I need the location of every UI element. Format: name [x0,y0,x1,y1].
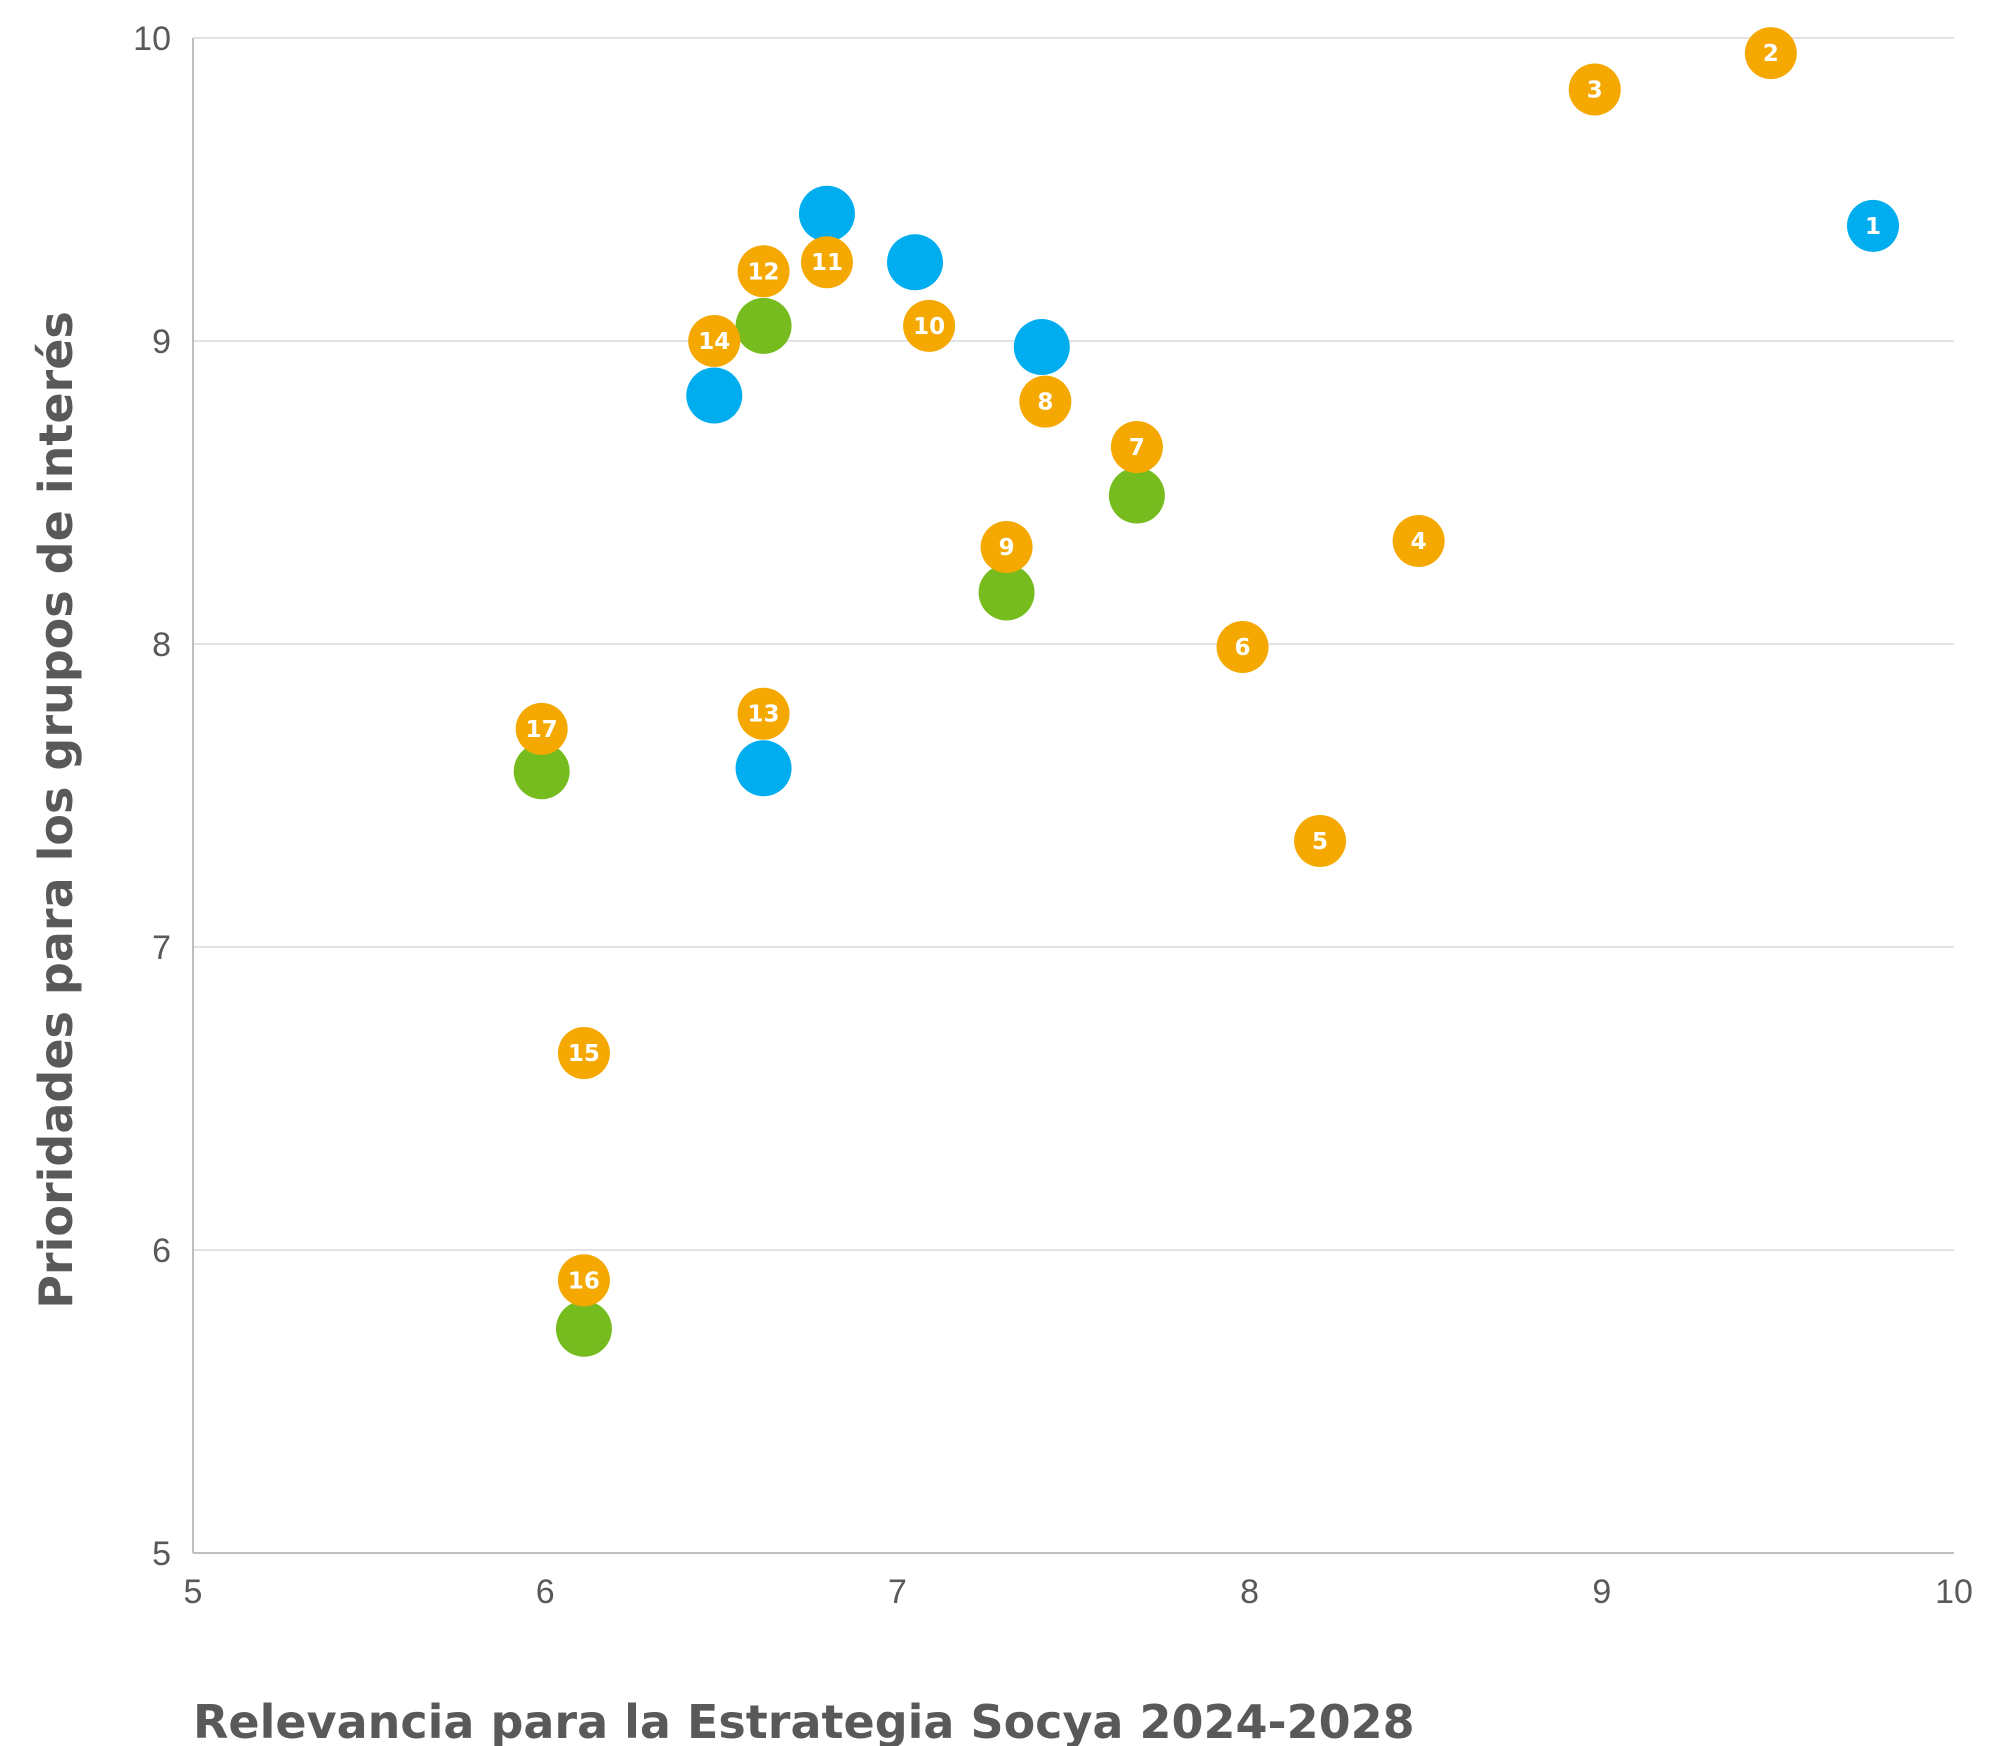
data-point-green-2 [978,564,1035,621]
data-point-label: 5 [1312,829,1328,855]
data-point-label: 10 [913,314,945,340]
y-tick-label: 6 [152,1232,171,1270]
x-tick-labels: 5 6 7 8 9 10 [184,1573,1973,1611]
data-point-orange-12 [737,245,790,298]
data-point-label: 15 [568,1041,600,1067]
y-axis-title: Prioridades para los grupos de interés [29,311,83,1309]
data-point-orange-9 [980,521,1033,574]
data-point-blue-1 [798,185,855,242]
data-point-label: 9 [999,535,1015,561]
x-tick-label: 10 [1935,1573,1973,1611]
data-point-orange-15 [557,1027,610,1080]
data-point-label: 13 [748,702,780,728]
data-point-label: 3 [1587,78,1603,104]
x-tick-label: 8 [1240,1573,1259,1611]
data-point-blue-2 [887,234,944,291]
data-point-orange-17 [515,702,568,755]
data-point-blue-5 [735,740,792,797]
data-point-label: 1 [1865,214,1881,240]
data-point-green-4 [555,1300,612,1357]
data-point-orange-5 [1294,814,1347,867]
data-point-label: 11 [811,250,843,276]
data-point-label: 2 [1763,41,1779,67]
data-point-orange-13 [737,687,790,740]
x-tick-label: 7 [888,1573,907,1611]
y-tick-label: 5 [152,1535,171,1573]
axes [192,38,1954,1554]
data-point-orange-3 [1568,63,1621,116]
x-tick-label: 9 [1592,1573,1611,1611]
y-tick-label: 10 [133,20,171,58]
data-point-label: 12 [748,259,780,285]
data-point-orange-8 [1019,375,1072,428]
data-point-label: 7 [1129,435,1145,461]
data-point-green-3 [513,743,570,800]
data-point-label: 14 [698,329,730,355]
data-point-orange-7 [1110,421,1163,474]
y-tick-label: 9 [152,323,171,361]
data-point-label: 6 [1235,635,1251,661]
data-point-orange-6 [1216,621,1269,674]
x-axis-title: Relevancia para la Estrategia Socya 2024… [193,1695,1415,1746]
x-tick-label: 5 [184,1573,203,1611]
data-point-orange-11 [800,236,853,289]
data-point-label: 4 [1411,529,1427,555]
x-tick-label: 6 [536,1573,555,1611]
data-point-orange-10 [903,299,956,352]
data-point-orange-2 [1744,27,1797,80]
data-point-orange-16 [557,1254,610,1307]
data-point-orange-4 [1392,514,1445,567]
data-point-green-0 [735,297,792,354]
data-point-blue-4 [686,367,743,424]
data-point-label: 17 [526,717,558,743]
data-point-blue-3 [1013,319,1070,376]
y-tick-label: 8 [152,626,171,664]
data-point-label: 8 [1037,390,1053,416]
data-point-green-1 [1108,467,1165,524]
y-tick-labels: 5 6 7 8 9 10 [133,20,171,1573]
gridlines [193,37,1954,1251]
data-point-label: 16 [568,1268,600,1294]
y-tick-label: 7 [152,929,171,967]
data-point-orange-14 [688,315,741,367]
data-point-blue-1 [1846,199,1899,252]
